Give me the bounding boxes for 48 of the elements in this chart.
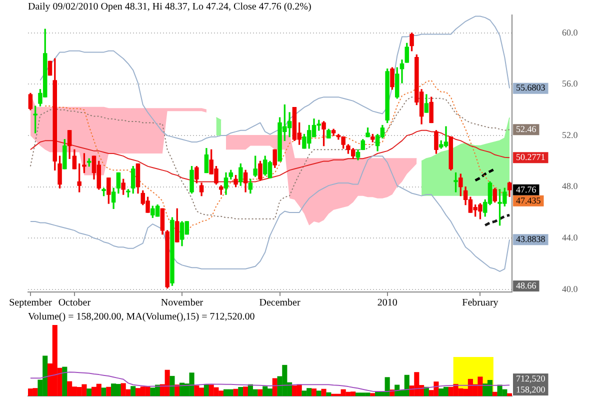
y-tick-label: 44.0 xyxy=(562,232,578,242)
bar xyxy=(170,376,175,396)
x-tick-label: December xyxy=(259,298,301,309)
bar xyxy=(223,389,229,396)
bar xyxy=(101,388,106,396)
y-tick-label: 48.0 xyxy=(562,181,578,192)
bar xyxy=(86,388,92,396)
y-tick-label: 60.0 xyxy=(562,27,578,38)
bar xyxy=(507,393,512,396)
y-tick-label: 52.0 xyxy=(562,130,578,140)
line-series xyxy=(484,214,511,227)
bar xyxy=(130,386,136,396)
bar xyxy=(243,386,248,396)
bar xyxy=(204,384,209,396)
bar xyxy=(179,382,185,396)
data-label: 55.6803 xyxy=(516,82,546,93)
data-label: 47.435 xyxy=(516,195,542,206)
bar xyxy=(311,388,317,396)
line-series xyxy=(474,168,496,182)
bar xyxy=(316,390,322,396)
bar xyxy=(62,366,68,396)
bar xyxy=(355,392,361,396)
chart-title: Volume() = 158,200.00, MA(Volume(),15) = 712,520.00 xyxy=(28,312,255,323)
x-tick-label: September xyxy=(9,298,52,309)
text: 47.76 xyxy=(516,184,536,194)
bar xyxy=(233,388,238,396)
text: 158,200 xyxy=(516,384,546,394)
bar xyxy=(135,388,141,396)
y-tick-label: 40.0 xyxy=(562,284,578,294)
bar xyxy=(321,388,326,396)
x-tick-label: November xyxy=(160,298,204,309)
bar xyxy=(258,389,263,396)
bar xyxy=(106,386,112,396)
data-label: 50.2771 xyxy=(516,152,546,162)
chart-title: Daily 09/02/2010 Open 48.31, Hi 48.37, Lo 47.24, Close 47.76 (0.2%) xyxy=(28,2,312,13)
y-tick-label: 56.0 xyxy=(562,78,578,89)
x-tick-label: 2010 xyxy=(377,298,398,309)
text: 48.66 xyxy=(516,280,537,290)
bar xyxy=(326,392,332,396)
bar xyxy=(238,387,244,396)
bar xyxy=(174,384,180,396)
data-label: 43.8838 xyxy=(516,234,546,244)
text: 712,520 xyxy=(516,373,546,384)
data-label: 52.46 xyxy=(516,124,537,134)
line-series xyxy=(30,96,510,220)
x-tick-label: October xyxy=(58,298,92,309)
bar xyxy=(370,393,376,396)
x-tick-label: February xyxy=(462,298,498,309)
